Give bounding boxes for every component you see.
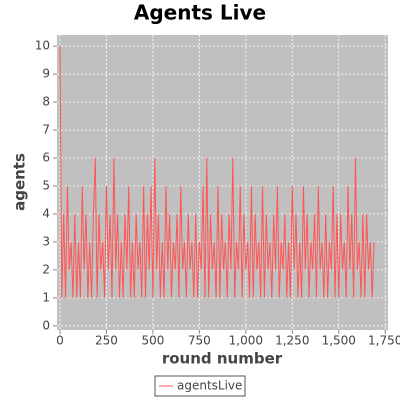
y-tick-label: 0	[42, 318, 50, 332]
x-tick-label: 500	[141, 334, 164, 348]
x-tick-label: 750	[188, 334, 211, 348]
y-tick-label: 8	[42, 95, 50, 109]
x-tick-label: 1,750	[368, 334, 400, 348]
series-line	[59, 46, 375, 298]
y-tick-label: 3	[42, 234, 50, 248]
x-tick-label: 250	[95, 334, 118, 348]
y-tick-label: 2	[42, 262, 50, 276]
y-tick-label: 10	[35, 39, 50, 53]
y-tick-label: 5	[42, 178, 50, 192]
x-axis-label: round number	[162, 350, 283, 368]
legend	[154, 375, 246, 397]
x-tick-label: 1,000	[229, 334, 263, 348]
y-tick-label: 6	[42, 151, 50, 165]
x-tick-label: 1,250	[275, 334, 309, 348]
y-tick-label: 7	[42, 123, 50, 137]
x-tick-label: 0	[56, 334, 64, 348]
x-tick-label: 1,500	[322, 334, 356, 348]
y-tick-label: 4	[42, 206, 50, 220]
chart-title: Agents Live	[134, 1, 266, 25]
y-axis-label: agents	[11, 153, 29, 211]
y-tick-label: 1	[42, 290, 50, 304]
legend-label: agentsLive	[177, 379, 242, 393]
y-tick-label: 9	[42, 67, 50, 81]
